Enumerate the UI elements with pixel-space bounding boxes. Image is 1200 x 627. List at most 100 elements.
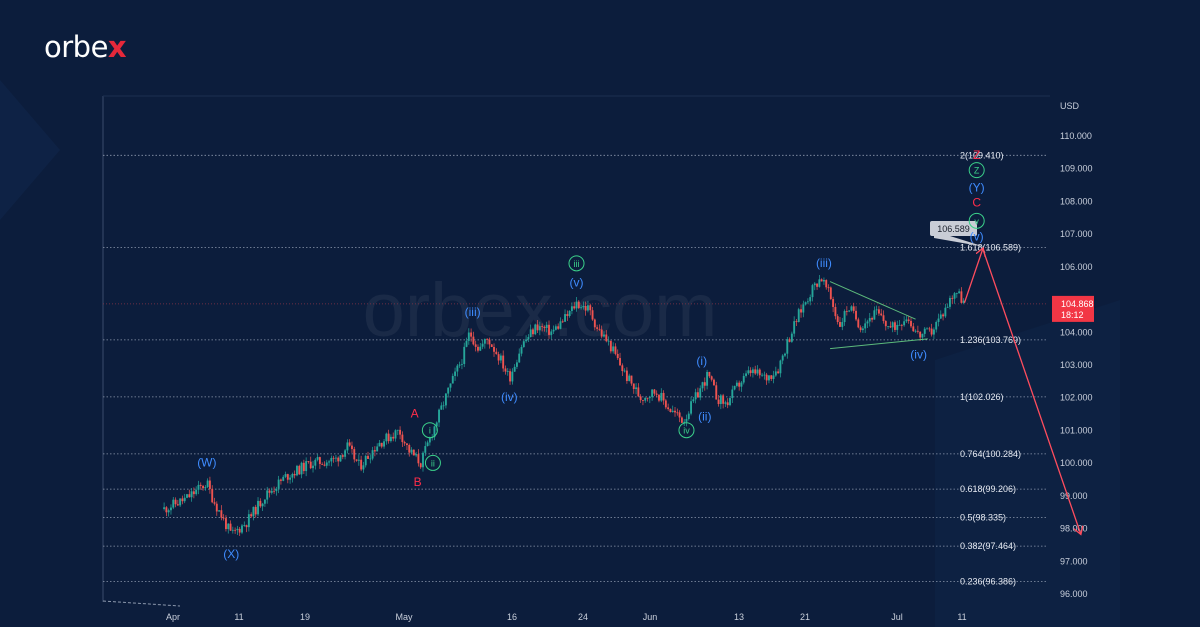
candle-body bbox=[527, 337, 530, 340]
candle-body bbox=[337, 457, 340, 462]
y-tick-label: 101.000 bbox=[1060, 425, 1093, 435]
candle-body bbox=[396, 429, 399, 431]
candle-body bbox=[174, 499, 177, 505]
candle-body bbox=[935, 321, 938, 330]
candle-body bbox=[740, 382, 743, 387]
candle-body bbox=[456, 365, 459, 372]
candle-body bbox=[719, 395, 722, 405]
current-price-countdown: 18:12 bbox=[1061, 310, 1084, 320]
candle-body bbox=[254, 506, 257, 515]
wave-label: (Y) bbox=[969, 181, 985, 195]
candle-body bbox=[447, 387, 450, 394]
candle-body bbox=[241, 525, 243, 533]
candle-body bbox=[628, 375, 631, 381]
candle-body bbox=[541, 326, 544, 327]
candle-body bbox=[690, 401, 693, 414]
wave-label: B bbox=[414, 475, 422, 489]
candle-body bbox=[779, 360, 782, 374]
candle-body bbox=[749, 370, 752, 374]
candle-body bbox=[932, 329, 935, 335]
candle-body bbox=[440, 405, 443, 410]
candle-body bbox=[729, 398, 731, 406]
candle-body bbox=[648, 396, 651, 399]
candle-body bbox=[238, 528, 241, 533]
candle-body bbox=[829, 287, 832, 300]
candle-body bbox=[341, 455, 344, 457]
wave-label-circle bbox=[421, 422, 438, 439]
wave-label: (v) bbox=[970, 230, 984, 244]
candle-body bbox=[921, 333, 924, 338]
candle-body bbox=[891, 322, 894, 328]
candle-body bbox=[907, 319, 910, 321]
candle-body bbox=[318, 457, 321, 464]
candle-body bbox=[383, 441, 385, 447]
y-tick-label: 108.000 bbox=[1060, 196, 1093, 206]
current-price-box bbox=[1052, 295, 1094, 322]
candle-body bbox=[170, 507, 172, 511]
x-tick-label: 21 bbox=[800, 612, 810, 622]
candle-body bbox=[442, 405, 445, 407]
candle-body bbox=[949, 297, 951, 307]
candle-body bbox=[206, 480, 209, 488]
projection-up-arrow bbox=[963, 249, 982, 304]
fib-label: 0.5(98.335) bbox=[960, 513, 1006, 523]
candle-body bbox=[538, 326, 541, 331]
candle-body bbox=[774, 371, 777, 376]
candle-body bbox=[321, 463, 324, 465]
x-tick-label: 11 bbox=[234, 612, 243, 622]
y-tick-label: 109.000 bbox=[1060, 164, 1093, 174]
candle-body bbox=[495, 351, 498, 355]
candle-body bbox=[263, 499, 266, 504]
candle-body bbox=[428, 437, 431, 443]
candle-body bbox=[852, 306, 855, 311]
candle-body bbox=[674, 410, 676, 413]
candle-body bbox=[827, 287, 830, 289]
candle-body bbox=[181, 498, 184, 502]
candle-body bbox=[179, 498, 182, 506]
candle-body bbox=[163, 507, 166, 509]
candle-body bbox=[894, 322, 896, 330]
candle-body bbox=[733, 385, 736, 390]
candle-body bbox=[926, 328, 928, 330]
x-tick-label: 16 bbox=[507, 612, 517, 622]
candle-body bbox=[603, 334, 605, 337]
candle-body bbox=[367, 455, 369, 459]
candle-body bbox=[896, 324, 899, 330]
candle-body bbox=[522, 341, 525, 348]
candle-body bbox=[669, 409, 672, 412]
candle-body bbox=[406, 443, 408, 445]
candle-body bbox=[923, 328, 926, 334]
candle-body bbox=[722, 395, 725, 404]
candle-body bbox=[623, 370, 626, 372]
candle-body bbox=[859, 327, 862, 331]
candle-body bbox=[373, 450, 376, 452]
candle-body bbox=[387, 433, 390, 442]
candle-body bbox=[751, 369, 754, 374]
candle-body bbox=[903, 321, 906, 326]
triangle-line bbox=[829, 281, 916, 320]
candle-body bbox=[188, 494, 191, 498]
candle-body bbox=[939, 314, 942, 319]
candle-body bbox=[261, 503, 264, 507]
candle-body bbox=[822, 280, 825, 282]
candle-body bbox=[818, 279, 821, 287]
wave-label-circle bbox=[678, 422, 695, 439]
candle-body bbox=[713, 379, 715, 386]
candle-body bbox=[632, 383, 635, 390]
candle-body bbox=[323, 464, 326, 466]
candle-body bbox=[225, 518, 227, 530]
current-price-value: 104.868 bbox=[1061, 299, 1094, 309]
candle-body bbox=[534, 324, 537, 335]
candle-body bbox=[215, 503, 218, 512]
candle-body bbox=[518, 353, 521, 363]
candle-body bbox=[357, 459, 360, 461]
wave-label: (iii) bbox=[465, 305, 481, 319]
candle-body bbox=[912, 326, 915, 332]
candle-body bbox=[520, 347, 523, 354]
candle-body bbox=[884, 321, 887, 327]
candle-body bbox=[765, 374, 768, 381]
candle-body bbox=[637, 387, 640, 397]
candle-body bbox=[435, 422, 438, 427]
candle-body bbox=[364, 455, 367, 466]
